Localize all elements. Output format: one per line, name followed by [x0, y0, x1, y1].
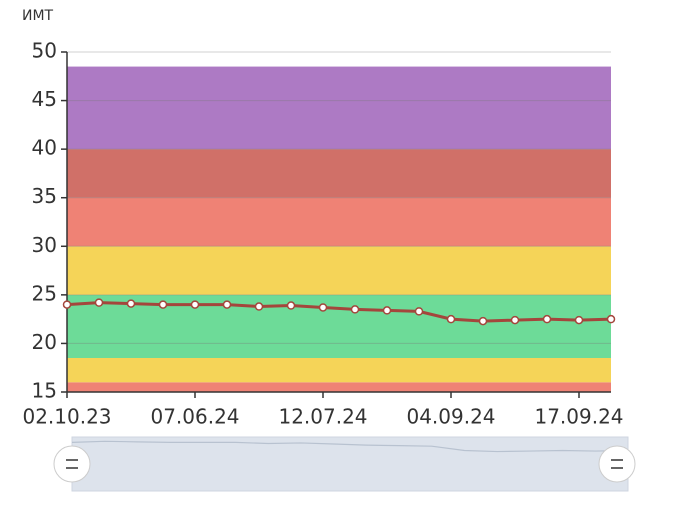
y-tick-label: 20	[32, 330, 57, 354]
band	[67, 197, 611, 247]
y-tick-label: 30	[32, 233, 57, 257]
data-point	[254, 302, 264, 311]
x-tick-label: 04.09.24	[406, 405, 495, 429]
data-point	[318, 303, 328, 312]
data-point	[286, 301, 296, 310]
x-tick-label: 12.07.24	[278, 405, 367, 429]
data-point	[350, 305, 360, 314]
data-point	[574, 315, 584, 325]
data-point	[510, 315, 520, 325]
band	[67, 382, 611, 392]
x-tick-label: 02.10.23	[22, 405, 111, 429]
y-tick-label: 35	[32, 184, 57, 208]
zoom-preview-line	[71, 440, 629, 453]
band	[67, 149, 611, 198]
data-point	[542, 314, 552, 324]
zoom-handle[interactable]	[53, 445, 91, 483]
y-tick-label: 45	[32, 87, 57, 111]
data-point	[158, 300, 168, 309]
band	[67, 246, 611, 295]
data-point	[382, 306, 392, 315]
band	[67, 358, 611, 383]
x-tick-label: 17.09.24	[534, 405, 623, 429]
data-point	[126, 299, 136, 308]
y-tick-label: 50	[32, 39, 57, 63]
data-point	[414, 307, 424, 316]
y-tick-label: 25	[32, 281, 57, 305]
data-point	[478, 316, 488, 326]
data-point	[222, 300, 232, 309]
data-point	[446, 314, 456, 324]
x-tick-label: 07.06.24	[150, 405, 239, 429]
data-point	[606, 314, 616, 324]
data-point	[62, 300, 72, 309]
band	[67, 66, 611, 150]
zoom-handle[interactable]	[598, 445, 636, 483]
y-tick-label: 40	[32, 136, 57, 160]
series-line	[66, 301, 612, 323]
y-tick-label: 15	[32, 379, 57, 403]
data-point	[190, 300, 200, 309]
y-axis-label: ИМТ	[22, 8, 54, 24]
data-point	[94, 298, 104, 307]
